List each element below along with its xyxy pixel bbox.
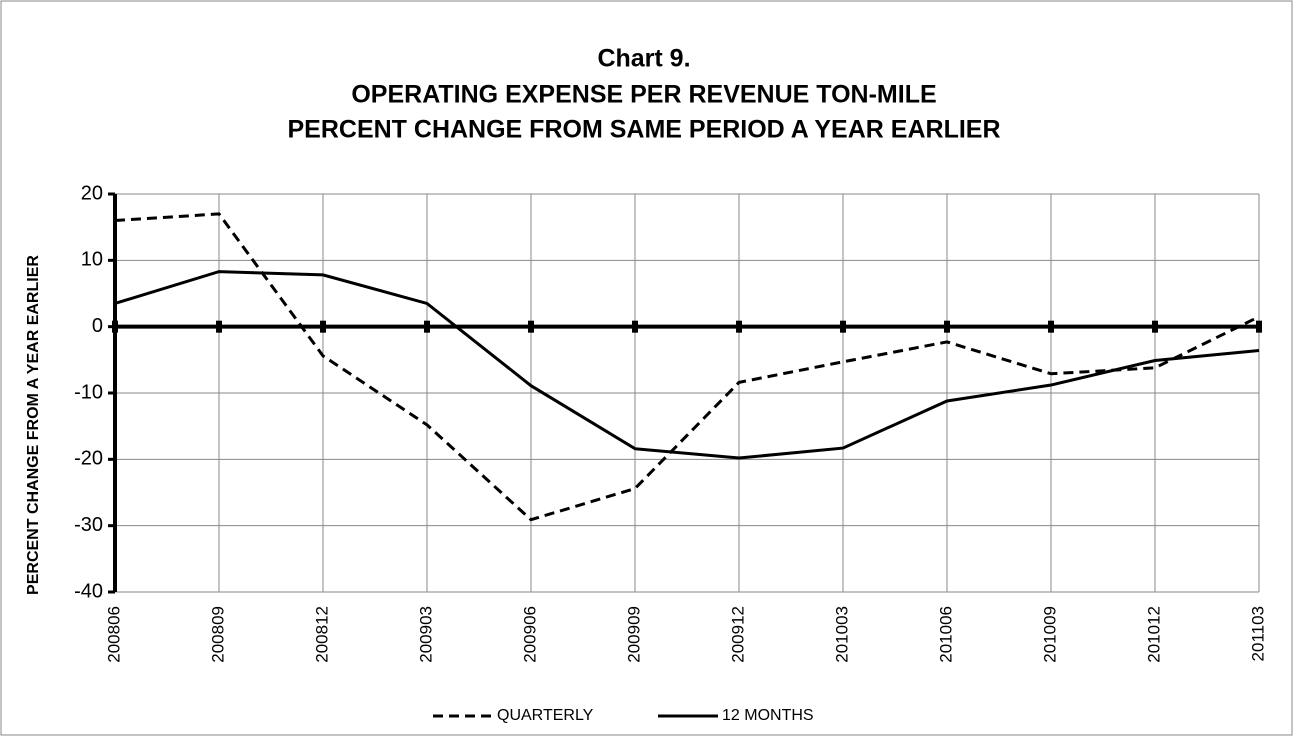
chart-title: PERCENT CHANGE FROM SAME PERIOD A YEAR E… <box>287 116 1000 144</box>
x-tick <box>1256 320 1262 333</box>
x-tick-label: 201103 <box>1248 606 1267 661</box>
y-tick-label: -10 <box>74 381 103 403</box>
data-line <box>114 270 1260 460</box>
x-tick <box>1152 320 1158 333</box>
data-line <box>114 212 1260 522</box>
x-tick-label: 201012 <box>1144 606 1163 663</box>
x-tick <box>424 320 430 333</box>
x-tick <box>736 320 742 333</box>
y-tick-label: 0 <box>92 315 103 337</box>
x-tick <box>112 320 118 333</box>
chart-title: OPERATING EXPENSE PER REVENUE TON-MILE <box>351 81 936 109</box>
y-tick-label: 10 <box>81 249 103 271</box>
x-tick-label: 200812 <box>312 606 331 663</box>
x-tick <box>216 320 222 333</box>
legend-label: QUARTERLY <box>497 707 594 724</box>
x-tick <box>1048 320 1054 333</box>
title-group: Chart 9. OPERATING EXPENSE PER REVENUE T… <box>287 45 1000 144</box>
x-tick-label: 200806 <box>104 606 123 663</box>
x-tick <box>840 320 846 333</box>
x-tick <box>632 320 638 333</box>
x-tick-label: 201003 <box>832 606 851 663</box>
x-tick <box>528 320 534 333</box>
y-tick-label: -40 <box>74 580 103 602</box>
x-tick <box>944 320 950 333</box>
y-tick-label: -30 <box>74 514 103 536</box>
x-tick-label: 200809 <box>208 606 227 663</box>
y-tick-label: -20 <box>74 448 103 470</box>
x-tick-label: 200909 <box>624 606 643 663</box>
y-tick-label: 20 <box>81 182 103 204</box>
x-tick-label: 200912 <box>728 606 747 663</box>
x-tick <box>320 320 326 333</box>
x-tick-label: 201009 <box>1040 606 1059 663</box>
legend-label: 12 MONTHS <box>722 707 814 724</box>
chart-title: Chart 9. <box>597 45 690 73</box>
x-tick-label: 200903 <box>416 606 435 663</box>
y-axis-label: PERCENT CHANGE FROM A YEAR EARLIER <box>25 255 42 595</box>
x-tick-label: 201006 <box>936 606 955 663</box>
x-tick-label: 200906 <box>520 606 539 663</box>
